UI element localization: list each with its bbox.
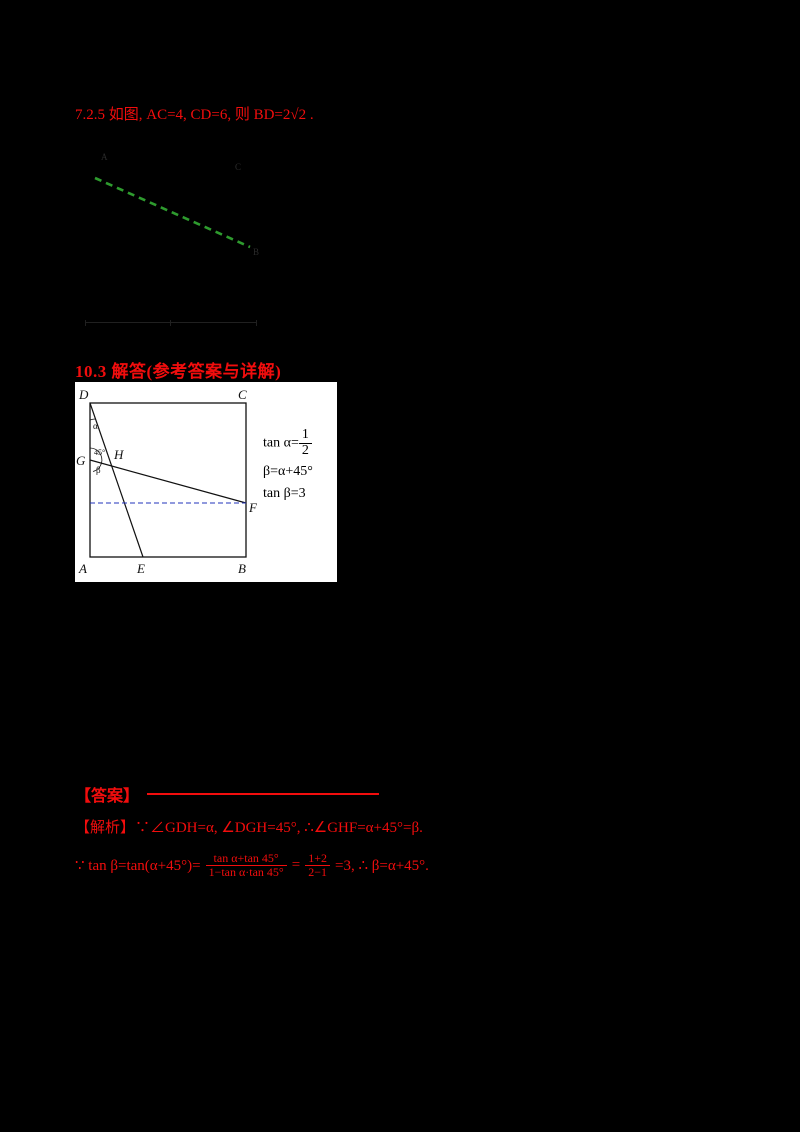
analysis-line: 【解析】∵∠GDH=α, ∠DGH=45°, ∴∠GHF=α+45°=β. (75, 820, 423, 836)
problem-statement: 7.2.5 如图, AC=4, CD=6, 则 BD=2√2 . (75, 107, 314, 123)
proof-equals: = (291, 856, 301, 873)
slope-figure: A C B (94, 152, 259, 257)
angle-arc-beta (92, 462, 102, 472)
point-A-label: A (78, 561, 87, 576)
line-GF (89, 459, 247, 504)
equation-tan-alpha-lhs: tan α= (263, 435, 299, 451)
slope-point-a-label: A (101, 152, 108, 162)
answer-underline (147, 793, 380, 795)
proof-line: ∵ tan β=tan(α+45°)= tan α+tan 45° 1−tan α… (75, 842, 429, 888)
equation-tan-beta: tan β=3 (263, 486, 306, 502)
section-heading: 10.3 解答(参考答案与详解) (75, 362, 282, 381)
ground-line (85, 320, 257, 326)
ground-tick (256, 320, 257, 326)
point-B-label: B (238, 561, 246, 576)
point-G-label: G (76, 453, 86, 468)
angle-alpha-label: α (93, 421, 98, 431)
square-outline (89, 402, 247, 558)
proof-fraction-1: tan α+tan 45° 1−tan α·tan 45° (205, 852, 287, 878)
line-DE (89, 402, 144, 558)
point-C-label: C (238, 387, 247, 402)
proof-fraction-2: 1+2 2−1 (305, 852, 330, 878)
equation-beta: β=α+45° (263, 464, 313, 480)
slope-point-b-label: B (253, 247, 259, 257)
angle-arc-alpha (89, 418, 96, 421)
angle-45-label: 45° (94, 448, 105, 457)
angle-beta-label: β (96, 465, 101, 475)
angle-arc-45 (89, 447, 103, 464)
answer-label: 【答案】 (75, 788, 140, 805)
answer-heading: 【答案】 (75, 782, 380, 806)
slope-dashed-line (94, 176, 251, 249)
point-E-label: E (136, 561, 145, 576)
point-F-label: F (248, 500, 258, 515)
proof-suffix: =3, ∴ β=α+45°. (334, 857, 429, 874)
point-H-label: H (113, 447, 124, 462)
ground-tick (170, 320, 171, 326)
point-D-label: D (78, 387, 89, 402)
ground-tick (85, 320, 86, 326)
geometry-figure-panel: D C A B G H E F α 45° β tan α= 1 2 β=α+45°… (75, 382, 337, 582)
slope-point-c-label: C (235, 162, 241, 172)
square-figure: D C A B G H E F α 45° β (76, 387, 258, 576)
given-equations: tan α= 1 2 β=α+45° tan β=3 (263, 427, 335, 508)
equation-tan-alpha: tan α= 1 2 (263, 427, 335, 458)
proof-prefix: ∵ tan β=tan(α+45°)= (75, 857, 201, 874)
